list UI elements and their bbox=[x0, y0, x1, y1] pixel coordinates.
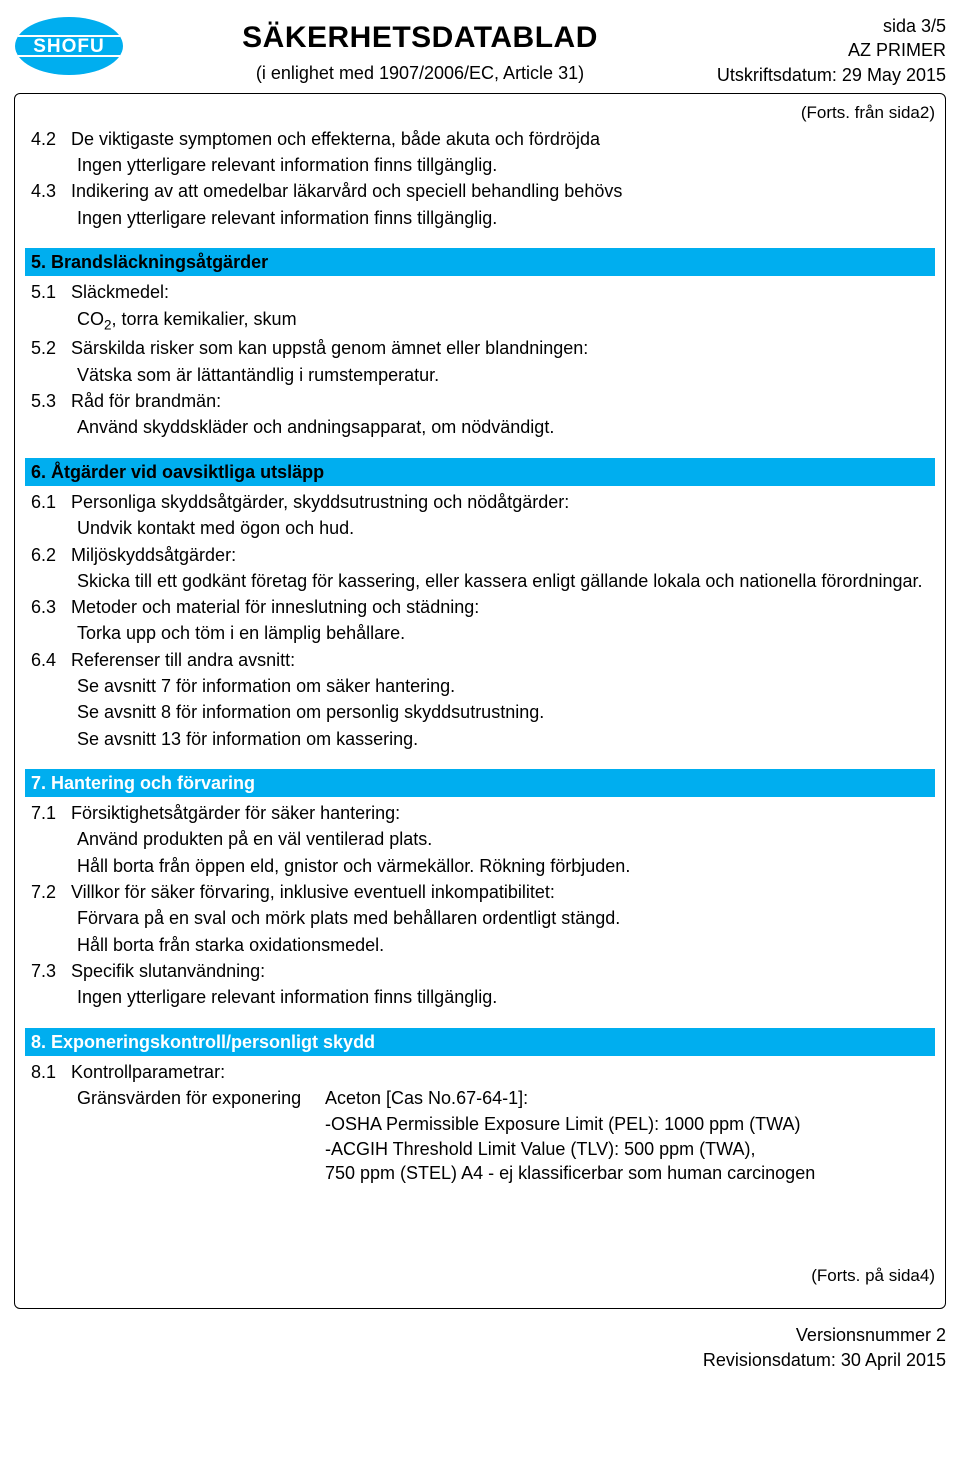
section-6-header: 6. Åtgärder vid oavsiktliga utsläpp bbox=[25, 458, 935, 486]
item-title: Råd för brandmän: bbox=[71, 389, 935, 413]
item-number: 7.3 bbox=[25, 959, 71, 983]
brand-logo: SHOFU bbox=[14, 16, 124, 82]
exposure-detail: -ACGIH Threshold Limit Value (TLV): 500 … bbox=[25, 1137, 935, 1161]
item-number: 4.2 bbox=[25, 127, 71, 151]
item-6-2: 6.2 Miljöskyddsåtgärder: bbox=[25, 543, 935, 567]
document-subtitle: (i enlighet med 1907/2006/EC, Article 31… bbox=[124, 61, 716, 85]
item-4-2: 4.2 De viktigaste symptomen och effekter… bbox=[25, 127, 935, 151]
item-body-text: Håll borta från öppen eld, gnistor och v… bbox=[25, 854, 935, 878]
item-title: Kontrollparametrar: bbox=[71, 1060, 935, 1084]
document-header: SHOFU SÄKERHETSDATABLAD (i enlighet med … bbox=[14, 10, 946, 87]
item-title: Referenser till andra avsnitt: bbox=[71, 648, 935, 672]
page-number: sida 3/5 bbox=[716, 14, 946, 38]
item-title: Miljöskyddsåtgärder: bbox=[71, 543, 935, 567]
item-body-text: Se avsnitt 7 för information om säker ha… bbox=[25, 674, 935, 698]
exposure-line-1: Gränsvärden för exponeringAceton [Cas No… bbox=[25, 1086, 935, 1110]
product-name: AZ PRIMER bbox=[716, 38, 946, 62]
item-number: 5.2 bbox=[25, 336, 71, 360]
item-body-text: Skicka till ett godkänt företag för kass… bbox=[25, 569, 935, 593]
item-body-text: Undvik kontakt med ögon och hud. bbox=[25, 516, 935, 540]
item-title: Specifik slutanvändning: bbox=[71, 959, 935, 983]
section-5-header: 5. Brandsläckningsåtgärder bbox=[25, 248, 935, 276]
item-6-4: 6.4 Referenser till andra avsnitt: bbox=[25, 648, 935, 672]
item-5-3: 5.3 Råd för brandmän: bbox=[25, 389, 935, 413]
item-6-1: 6.1 Personliga skyddsåtgärder, skyddsutr… bbox=[25, 490, 935, 514]
section-7-header: 7. Hantering och förvaring bbox=[25, 769, 935, 797]
item-body-text: Ingen ytterligare relevant information f… bbox=[25, 985, 935, 1009]
item-body-text: Torka upp och töm i en lämplig behållare… bbox=[25, 621, 935, 645]
exposure-detail: -OSHA Permissible Exposure Limit (PEL): … bbox=[25, 1112, 935, 1136]
item-7-1: 7.1 Försiktighetsåtgärder för säker hant… bbox=[25, 801, 935, 825]
continued-from: (Forts. från sida2) bbox=[25, 102, 935, 125]
item-title: Indikering av att omedelbar läkarvård oc… bbox=[71, 179, 935, 203]
item-body-text: Håll borta från starka oxidationsmedel. bbox=[25, 933, 935, 957]
item-number: 4.3 bbox=[25, 179, 71, 203]
item-title: Personliga skyddsåtgärder, skyddsutrustn… bbox=[71, 490, 935, 514]
exposure-detail: 750 ppm (STEL) A4 - ej klassificerbar so… bbox=[25, 1161, 935, 1185]
item-body-text: CO2, torra kemikalier, skum bbox=[25, 307, 935, 335]
item-body-text: Ingen ytterligare relevant information f… bbox=[25, 153, 935, 177]
item-title: Metoder och material för inneslutning oc… bbox=[71, 595, 935, 619]
item-7-3: 7.3 Specifik slutanvändning: bbox=[25, 959, 935, 983]
item-8-1: 8.1 Kontrollparametrar: bbox=[25, 1060, 935, 1084]
item-number: 5.3 bbox=[25, 389, 71, 413]
item-body-text: Ingen ytterligare relevant information f… bbox=[25, 206, 935, 230]
section-8-header: 8. Exponeringskontroll/personligt skydd bbox=[25, 1028, 935, 1056]
item-number: 7.2 bbox=[25, 880, 71, 904]
revision-date: Revisionsdatum: 30 April 2015 bbox=[0, 1348, 946, 1372]
content-frame: (Forts. från sida2) 4.2 De viktigaste sy… bbox=[14, 93, 946, 1309]
item-number: 6.3 bbox=[25, 595, 71, 619]
logo-text: SHOFU bbox=[33, 36, 105, 57]
item-number: 5.1 bbox=[25, 280, 71, 304]
document-footer: Versionsnummer 2 Revisionsdatum: 30 Apri… bbox=[0, 1319, 960, 1382]
title-block: SÄKERHETSDATABLAD (i enlighet med 1907/2… bbox=[124, 10, 716, 85]
item-number: 6.4 bbox=[25, 648, 71, 672]
item-5-2: 5.2 Särskilda risker som kan uppstå geno… bbox=[25, 336, 935, 360]
item-title: Släckmedel: bbox=[71, 280, 935, 304]
item-number: 8.1 bbox=[25, 1060, 71, 1084]
document-title: SÄKERHETSDATABLAD bbox=[124, 18, 716, 59]
item-body-text: Se avsnitt 8 för information om personli… bbox=[25, 700, 935, 724]
item-title: De viktigaste symptomen och effekterna, … bbox=[71, 127, 935, 151]
item-title: Villkor för säker förvaring, inklusive e… bbox=[71, 880, 935, 904]
item-body-text: Förvara på en sval och mörk plats med be… bbox=[25, 906, 935, 930]
item-title: Försiktighetsåtgärder för säker hanterin… bbox=[71, 801, 935, 825]
print-date: Utskriftsdatum: 29 May 2015 bbox=[716, 63, 946, 87]
item-body-text: Vätska som är lättantändlig i rumstemper… bbox=[25, 363, 935, 387]
item-6-3: 6.3 Metoder och material för inneslutnin… bbox=[25, 595, 935, 619]
item-7-2: 7.2 Villkor för säker förvaring, inklusi… bbox=[25, 880, 935, 904]
item-4-3: 4.3 Indikering av att omedelbar läkarvår… bbox=[25, 179, 935, 203]
item-body-text: Använd produkten på en väl ventilerad pl… bbox=[25, 827, 935, 851]
item-number: 6.1 bbox=[25, 490, 71, 514]
item-body-text: Se avsnitt 13 för information om kasseri… bbox=[25, 727, 935, 751]
continued-to: (Forts. på sida4) bbox=[25, 1265, 935, 1288]
item-number: 7.1 bbox=[25, 801, 71, 825]
item-title: Särskilda risker som kan uppstå genom äm… bbox=[71, 336, 935, 360]
item-5-1: 5.1 Släckmedel: bbox=[25, 280, 935, 304]
header-meta: sida 3/5 AZ PRIMER Utskriftsdatum: 29 Ma… bbox=[716, 10, 946, 87]
item-number: 6.2 bbox=[25, 543, 71, 567]
item-body-text: Använd skyddskläder och andningsapparat,… bbox=[25, 415, 935, 439]
version-number: Versionsnummer 2 bbox=[0, 1323, 946, 1347]
